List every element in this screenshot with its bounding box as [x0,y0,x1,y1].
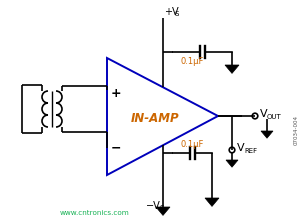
Polygon shape [226,160,238,167]
Text: 07034-004: 07034-004 [294,115,299,145]
Text: −V: −V [146,201,161,211]
Text: 0.1μF: 0.1μF [181,140,204,149]
Text: S: S [175,11,179,17]
Text: 0.1μF: 0.1μF [181,56,204,65]
Text: IN-AMP: IN-AMP [131,111,179,124]
Text: +V: +V [164,7,178,17]
Text: www.cntronics.com: www.cntronics.com [60,210,130,216]
Polygon shape [261,131,273,138]
Polygon shape [225,65,239,73]
Text: REF: REF [244,148,257,154]
Text: V: V [260,109,268,119]
Polygon shape [156,207,170,215]
Text: −: − [111,141,121,155]
Text: OUT: OUT [267,114,282,120]
Text: V: V [237,143,245,153]
Text: S: S [160,205,164,211]
Text: +: + [111,87,121,99]
Polygon shape [205,198,219,206]
